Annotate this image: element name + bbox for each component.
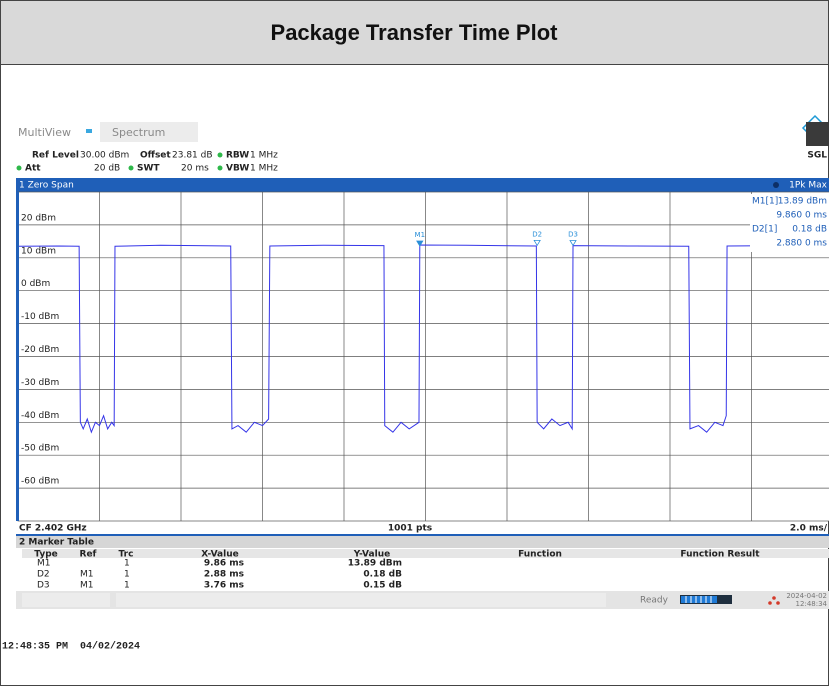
setting-value: 1 MHz <box>250 151 278 161</box>
marker-info-box <box>750 194 829 252</box>
column-header: Trc <box>119 550 134 560</box>
trace <box>17 244 829 434</box>
marker-info: 2.880 0 ms <box>776 239 827 249</box>
cell: 1 <box>124 559 130 569</box>
progress-bar <box>680 595 732 604</box>
cell: M1 <box>37 559 51 569</box>
indicator <box>16 165 22 171</box>
column-header: X-Value <box>201 550 238 560</box>
marker-info: M1[1] <box>752 197 778 207</box>
cell: 2.88 ms <box>204 570 244 580</box>
y-tick-label: 20 dBm <box>21 213 56 223</box>
indicator <box>217 165 223 171</box>
setting-label: VBW <box>226 164 249 174</box>
tab-indicator <box>86 129 92 133</box>
setting-label: RBW <box>226 151 249 161</box>
marker <box>569 240 577 247</box>
cell: 0.18 dB <box>363 570 402 580</box>
tab-box[interactable] <box>100 122 198 142</box>
column-header: Y-Value <box>353 550 390 560</box>
cell: D2 <box>37 570 50 580</box>
network-icon <box>768 596 780 605</box>
tab[interactable]: MultiView <box>18 126 71 139</box>
marker-info: D2[1] <box>752 225 777 235</box>
cell: 0.15 dB <box>363 581 402 591</box>
column-header: Type <box>34 550 57 560</box>
timestamp: 12:48:35 PM 04/02/2024 <box>2 641 140 653</box>
scale: 2.0 ms/ <box>790 524 828 534</box>
setting-value: 1 MHz <box>250 164 278 174</box>
y-tick-label: -10 dBm <box>21 312 59 322</box>
column-header: Function Result <box>680 550 760 560</box>
setting-label: Ref Level <box>32 151 79 161</box>
menu-button[interactable] <box>806 122 829 146</box>
cell: 9.86 ms <box>204 559 244 569</box>
y-tick-label: -20 dBm <box>21 345 59 355</box>
cell: 1 <box>124 581 130 591</box>
marker-label: M1 <box>415 231 426 239</box>
center-frequency: CF 2.402 GHz <box>19 524 87 534</box>
marker-info: 0.18 dB <box>792 225 827 235</box>
y-tick-label: -50 dBm <box>21 444 59 454</box>
cell: 3.76 ms <box>204 581 244 591</box>
table-title: 2 Marker Table <box>19 538 94 548</box>
status-field <box>22 593 110 607</box>
table-header <box>22 549 829 558</box>
cell: D3 <box>37 581 50 591</box>
column-header: Ref <box>80 550 97 560</box>
table-title-bar <box>16 536 829 548</box>
sweep-mode: SGL <box>807 151 827 161</box>
window-edge <box>16 192 19 521</box>
marker-info: 9.860 0 ms <box>776 211 827 221</box>
cell: 1 <box>124 570 130 580</box>
title-bar <box>0 0 829 65</box>
status-field <box>116 593 606 607</box>
setting-label: SWT <box>137 164 160 174</box>
setting-label: Att <box>25 164 41 174</box>
marker-label: D2 <box>532 230 542 238</box>
y-tick-label: -60 dBm <box>21 477 59 487</box>
title: Package Transfer Time Plot <box>271 20 559 45</box>
trace-mode: 1Pk Max <box>789 181 828 191</box>
marker <box>533 240 541 247</box>
column-header: Function <box>518 550 562 560</box>
separator <box>16 534 829 536</box>
marker-info: 13.89 dBm <box>778 197 827 207</box>
setting-label: Offset <box>140 151 171 161</box>
points: 1001 pts <box>388 524 432 534</box>
cell: M1 <box>80 581 94 591</box>
indicator <box>128 165 134 171</box>
cell: 13.89 dBm <box>348 559 402 569</box>
setting-value: 20 dB <box>94 164 120 174</box>
setting-value: 20 ms <box>181 164 209 174</box>
status-time: 12:48:34 <box>796 600 828 608</box>
y-tick-label: -40 dBm <box>21 411 59 421</box>
cell: M1 <box>80 570 94 580</box>
tab[interactable]: Spectrum <box>112 126 165 139</box>
marker <box>416 240 424 247</box>
indicator <box>773 182 779 188</box>
setting-value: 30.00 dBm <box>80 151 129 161</box>
plot: 20 dBm 10 dBm 0 dBm -10 dBm -20 dBm -30 dBm -4… <box>17 191 829 522</box>
marker-label: D3 <box>568 231 578 239</box>
window-name: 1 Zero Span <box>19 181 74 191</box>
indicator <box>217 152 223 158</box>
status-date: 2024-04-02 <box>786 592 827 600</box>
window-bar <box>16 178 829 192</box>
y-tick-label: 10 dBm <box>21 246 56 256</box>
y-tick-label: -30 dBm <box>21 378 59 388</box>
setting-value: 23.81 dB <box>172 151 213 161</box>
y-tick-label: 0 dBm <box>21 279 50 289</box>
status-state: Ready <box>640 596 669 606</box>
